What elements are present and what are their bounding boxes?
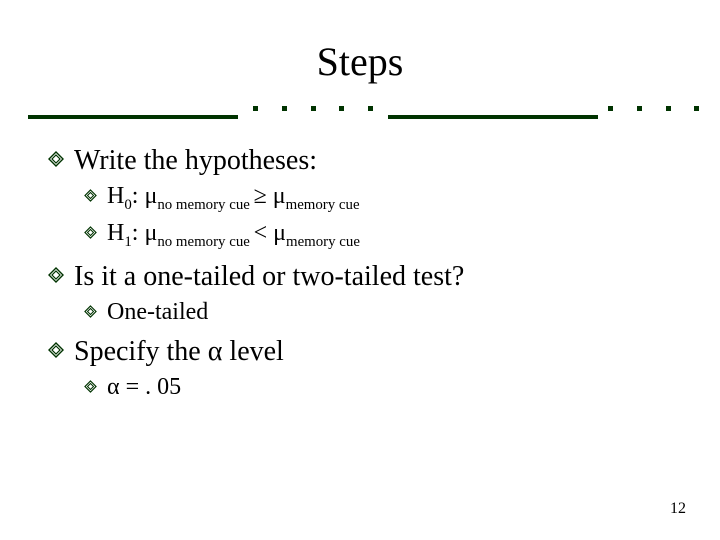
bullet-text: Is it a one-tailed or two-tailed test?	[74, 261, 464, 293]
bullet-one-or-two-tailed: Is it a one-tailed or two-tailed test?	[48, 261, 680, 293]
bullet-icon	[84, 380, 97, 393]
slide-body: Write the hypotheses: H0: μno memory cue…	[0, 145, 720, 401]
bullet-alpha-value: α = . 05	[84, 374, 680, 401]
decorative-rule	[28, 103, 692, 131]
h1-expression: H1: μno memory cue < μmemory cue	[107, 220, 360, 251]
bullet-h0: H0: μno memory cue ≥ μmemory cue	[84, 183, 680, 214]
bullet-text: One-tailed	[107, 299, 208, 326]
bullet-icon	[48, 151, 64, 167]
page-number: 12	[670, 500, 686, 518]
bullet-icon	[84, 189, 97, 202]
bullet-specify-alpha: Specify the α level	[48, 336, 680, 368]
rule-dots-right	[608, 106, 720, 111]
bullet-h1: H1: μno memory cue < μmemory cue	[84, 220, 680, 251]
bullet-text: Specify the α level	[74, 336, 284, 368]
rule-line-left	[28, 115, 238, 119]
bullet-write-hypotheses: Write the hypotheses:	[48, 145, 680, 177]
bullet-icon	[48, 267, 64, 283]
rule-line-right	[388, 115, 598, 119]
bullet-text: Write the hypotheses:	[74, 145, 317, 177]
bullet-icon	[48, 342, 64, 358]
rule-dots-left	[253, 106, 373, 111]
bullet-one-tailed: One-tailed	[84, 299, 680, 326]
bullet-icon	[84, 305, 97, 318]
slide-title: Steps	[0, 0, 720, 95]
h0-expression: H0: μno memory cue ≥ μmemory cue	[107, 183, 360, 214]
alpha-expression: α = . 05	[107, 374, 181, 401]
bullet-icon	[84, 226, 97, 239]
